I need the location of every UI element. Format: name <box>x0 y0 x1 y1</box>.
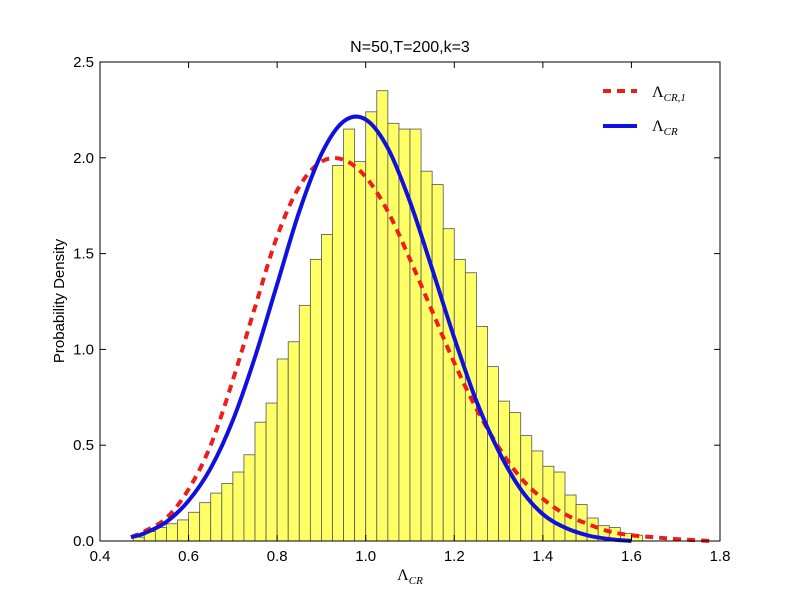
x-axis-label-sub: CR <box>409 575 423 587</box>
histogram-bar <box>332 165 344 542</box>
histogram-bar <box>210 492 223 542</box>
histogram-bar <box>376 90 389 542</box>
y-axis: 0.0 0.5 1.0 1.5 2.0 2.5 <box>73 54 720 550</box>
x-tick-label: 0.8 <box>267 548 288 565</box>
histogram-bar <box>298 304 311 542</box>
x-tick-label: 1.8 <box>710 548 731 565</box>
histogram-bar <box>387 122 400 542</box>
legend-label-series-2: ΛCR <box>652 118 678 138</box>
histogram-bar <box>464 272 477 542</box>
histogram-bar <box>221 483 234 542</box>
histogram-bar <box>199 502 212 542</box>
legend-label-series-1: ΛCR,1 <box>652 84 686 104</box>
histogram-bar <box>442 228 455 542</box>
histogram-bar <box>365 111 378 542</box>
histogram-bar <box>476 326 488 542</box>
x-tick-label: 1.2 <box>444 548 465 565</box>
x-axis-label: ΛCR <box>397 567 423 587</box>
histogram-bar <box>309 258 322 542</box>
histogram-bar <box>431 184 444 542</box>
legend: ΛCR,1 ΛCR <box>603 84 686 138</box>
x-axis: 0.4 0.6 0.8 1.0 1.2 1.4 1.6 1.8 <box>90 62 731 565</box>
histogram-bar <box>420 170 433 542</box>
y-tick-label: 1.5 <box>73 246 94 263</box>
y-tick-label: 2.5 <box>73 54 94 71</box>
plot-frame <box>99 61 721 542</box>
legend-label-series-2-sub: CR <box>664 126 678 138</box>
histogram <box>132 90 643 542</box>
histogram-bar <box>354 161 367 542</box>
y-tick-label: 0.5 <box>73 437 94 454</box>
histogram-bar <box>254 421 267 542</box>
x-axis-label-base: Λ <box>397 567 409 584</box>
histogram-bar <box>232 471 245 542</box>
series-lines <box>130 114 712 543</box>
histogram-bar <box>188 511 201 542</box>
y-tick-label: 0.0 <box>73 533 94 550</box>
legend-label-series-2-base: Λ <box>652 118 664 135</box>
histogram-bar <box>487 366 499 542</box>
histogram-bar <box>343 128 356 542</box>
x-tick-label: 1.4 <box>532 548 553 565</box>
histogram-bar <box>542 465 555 542</box>
series-line-2 <box>130 114 632 543</box>
histogram-bar <box>409 128 422 542</box>
histogram-bar <box>287 341 300 542</box>
histogram-bar <box>265 402 278 542</box>
histogram-bar <box>177 519 189 542</box>
legend-label-series-1-base: Λ <box>652 84 664 101</box>
histogram-bar <box>321 234 333 542</box>
series-line-1 <box>130 156 712 543</box>
histogram-bar <box>276 358 289 542</box>
histogram-bar <box>166 523 178 542</box>
chart-title: N=50,T=200,k=3 <box>350 39 470 56</box>
legend-label-series-1-sub: CR,1 <box>664 92 686 104</box>
y-tick-label: 2.0 <box>73 150 94 167</box>
x-tick-label: 1.6 <box>621 548 642 565</box>
histogram-bar <box>453 258 466 542</box>
y-axis-label: Probability Density <box>51 238 68 363</box>
x-tick-label: 0.4 <box>90 548 111 565</box>
x-tick-label: 0.6 <box>178 548 199 565</box>
histogram-bar <box>243 454 256 542</box>
x-tick-label: 1.0 <box>355 548 376 565</box>
y-tick-label: 1.0 <box>73 341 94 358</box>
histogram-bar <box>531 450 544 542</box>
